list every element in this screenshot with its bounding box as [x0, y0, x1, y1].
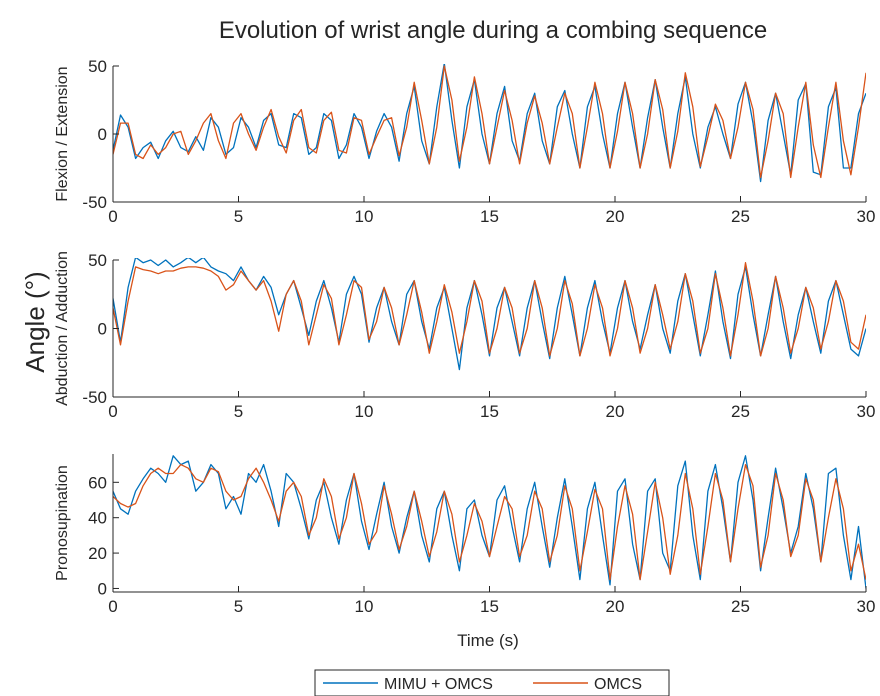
- pronosupination-x-tick-label: 0: [108, 597, 117, 616]
- abduction-adduction-x-tick-label: 5: [234, 402, 243, 421]
- flexion-extension-y-tick-label: -50: [82, 193, 107, 212]
- abduction-adduction-series-mimu-omcs-line: [113, 258, 866, 371]
- flexion-extension-x-tick-label: 30: [857, 207, 876, 226]
- abduction-adduction-y-tick-label: 50: [88, 251, 107, 270]
- abduction-adduction-x-tick-label: 30: [857, 402, 876, 421]
- pronosupination-y-tick-label: 40: [88, 509, 107, 528]
- abduction-adduction-x-tick-label: 25: [731, 402, 750, 421]
- abduction-adduction-x-tick-label: 20: [606, 402, 625, 421]
- pronosupination-x-tick-label: 25: [731, 597, 750, 616]
- pronosupination-x-tick-label: 10: [355, 597, 374, 616]
- legend-label-mimu: MIMU + OMCS: [384, 676, 493, 693]
- x-axis-label: Time (s): [457, 631, 519, 650]
- abduction-adduction-plot-area: [113, 260, 866, 397]
- abduction-adduction-y-tick-label: 0: [98, 320, 107, 339]
- pronosupination-x-tick-label: 30: [857, 597, 876, 616]
- shared-y-label: Angle (°): [20, 271, 50, 372]
- pronosupination-plot-area: [113, 454, 866, 592]
- abduction-adduction-x-tick-label: 0: [108, 402, 117, 421]
- flexion-extension-x-tick-label: 20: [606, 207, 625, 226]
- legend-label-omcs: OMCS: [594, 676, 642, 693]
- flexion-extension-y-tick-label: 50: [88, 57, 107, 76]
- flexion-extension-plot-area: [113, 66, 866, 202]
- pronosupination-y-tick-label: 0: [98, 579, 107, 598]
- pronosupination-y-tick-label: 20: [88, 544, 107, 563]
- pronosupination-y-tick-label: 60: [88, 473, 107, 492]
- pronosupination-y-axis-label: Pronosupination: [54, 465, 71, 581]
- flexion-extension-x-tick-label: 25: [731, 207, 750, 226]
- legend: MIMU + OMCS OMCS: [314, 669, 670, 696]
- pronosupination-series-omcs-line: [113, 463, 866, 581]
- figure-title: Evolution of wrist angle during a combin…: [219, 17, 767, 44]
- flexion-extension-x-tick-label: 0: [108, 207, 117, 226]
- abduction-adduction-y-axis-label: Abduction / Adduction: [54, 251, 71, 406]
- flexion-extension-x-tick-label: 10: [355, 207, 374, 226]
- flexion-extension-series-omcs-line: [113, 65, 866, 179]
- flexion-extension-y-tick-label: 0: [98, 125, 107, 144]
- flexion-extension-x-tick-label: 15: [480, 207, 499, 226]
- abduction-adduction-y-tick-label: -50: [82, 388, 107, 407]
- pronosupination-x-tick-label: 20: [606, 597, 625, 616]
- pronosupination-x-tick-label: 15: [480, 597, 499, 616]
- flexion-extension-y-axis-label: Flexion / Extension: [54, 66, 71, 201]
- abduction-adduction-series-omcs-line: [113, 262, 866, 357]
- panel-pronosupination: 0 5 10 15 20 25 30 0 20 40 60 Pronosupination: [54, 454, 875, 616]
- pronosupination-x-tick-label: 5: [234, 597, 243, 616]
- flexion-extension-x-tick-label: 5: [234, 207, 243, 226]
- abduction-adduction-x-tick-label: 15: [480, 402, 499, 421]
- abduction-adduction-x-tick-label: 10: [355, 402, 374, 421]
